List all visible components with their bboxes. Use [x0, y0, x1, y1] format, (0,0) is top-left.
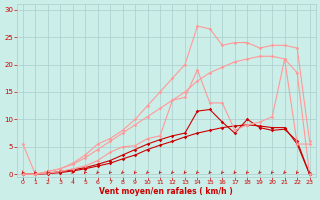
X-axis label: Vent moyen/en rafales ( km/h ): Vent moyen/en rafales ( km/h ) [100, 187, 233, 196]
